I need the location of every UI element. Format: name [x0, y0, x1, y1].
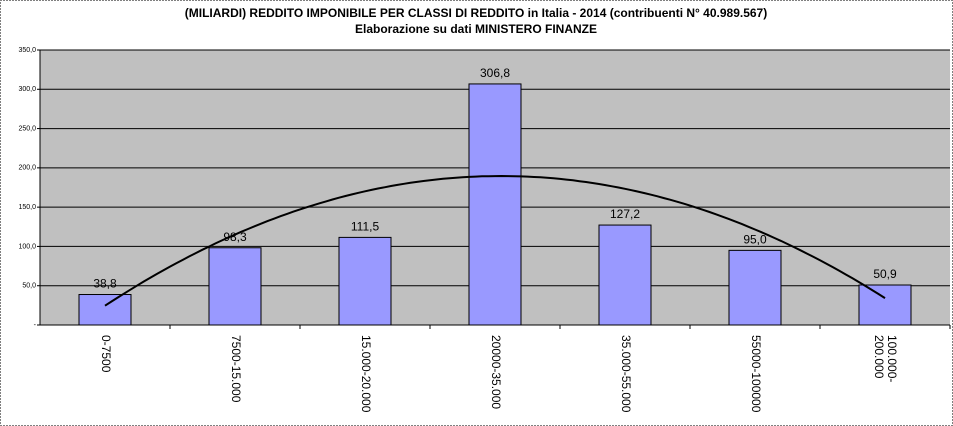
bar	[598, 224, 652, 326]
x-tick-label-line: 200.000	[872, 335, 886, 379]
y-tick-label: 350,0	[18, 47, 36, 54]
bar	[338, 236, 392, 326]
y-tick-label: 300,0	[18, 86, 36, 93]
y-tick-label: 50,0	[22, 283, 36, 290]
chart-title: (MILIARDI) REDDITO IMPONIBILE PER CLASSI…	[185, 6, 767, 20]
bar	[78, 294, 132, 326]
y-tick-label: 150,0	[18, 204, 36, 211]
x-tick-label: 20000-35.000	[489, 335, 503, 409]
trendline	[104, 174, 886, 307]
y-tick-label: 250,0	[18, 125, 36, 132]
x-tick-label: 35.000-55.000	[619, 335, 633, 413]
chart-subtitle: Elaborazione su dati MINISTERO FINANZE	[355, 22, 597, 36]
value-label: 95,0	[743, 233, 767, 247]
x-tick-label-line: 100.000-	[885, 335, 899, 382]
value-label: 111,5	[351, 220, 380, 234]
x-tick-label: 15.000-20.000	[359, 335, 373, 413]
value-label: 127,2	[610, 207, 640, 221]
y-tick-label: -	[34, 322, 37, 329]
bar	[468, 83, 522, 326]
bar	[728, 249, 782, 326]
y-tick-label: 200,0	[18, 165, 36, 172]
value-label: 306,8	[480, 66, 510, 80]
bar	[858, 284, 912, 326]
x-tick-label: 55000-100000	[749, 335, 763, 413]
x-tick-label: 0-7500	[99, 335, 113, 373]
value-label: 98,3	[223, 230, 247, 244]
bar	[208, 247, 262, 326]
value-label: 50,9	[873, 267, 897, 281]
x-tick-label: 7500-15.000	[229, 335, 243, 403]
value-label: 38,8	[93, 277, 117, 291]
y-tick-label: 100,0	[18, 243, 36, 250]
x-tick-label: 100.000-200.000	[872, 335, 899, 382]
